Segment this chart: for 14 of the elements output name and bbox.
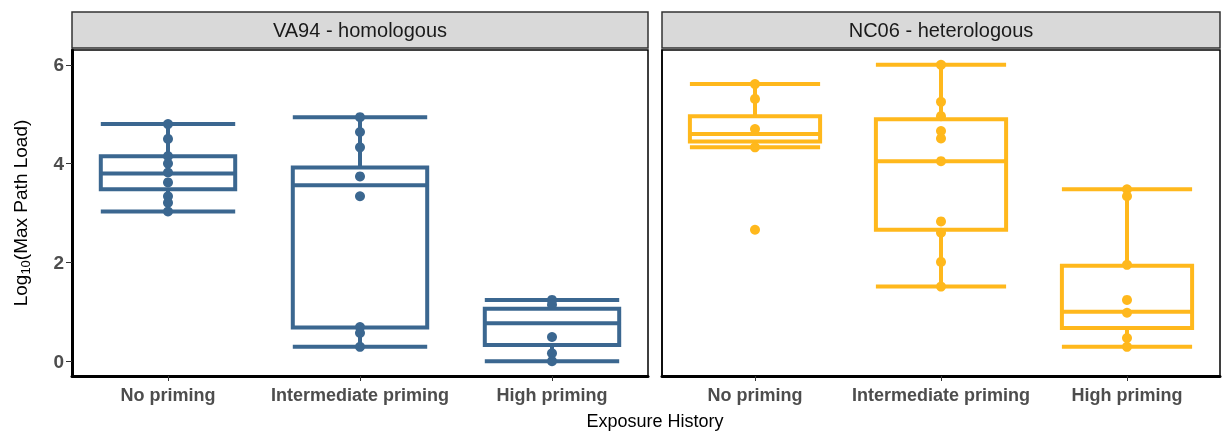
x-tick-label: Intermediate priming [851,385,1031,405]
y-tick-label: 0 [53,350,64,372]
x-tick-label: High priming [496,385,608,405]
x-tick-label: No priming [120,385,216,405]
x-tick-label: Intermediate priming [270,385,450,405]
y-tick-label: 2 [53,251,64,273]
x-tick-label: No priming [707,385,803,405]
y-axis-title: Log10(Max Path Load) [10,119,33,307]
y-tick-label: 4 [53,153,65,175]
x-axis-title: Exposure History [586,411,724,431]
x-tick-label: High priming [1071,385,1183,405]
chart-title: VA94 - homologous [272,19,448,41]
y-tick-label: 6 [53,54,64,76]
chart-title: NC06 - heterologous [848,19,1034,41]
